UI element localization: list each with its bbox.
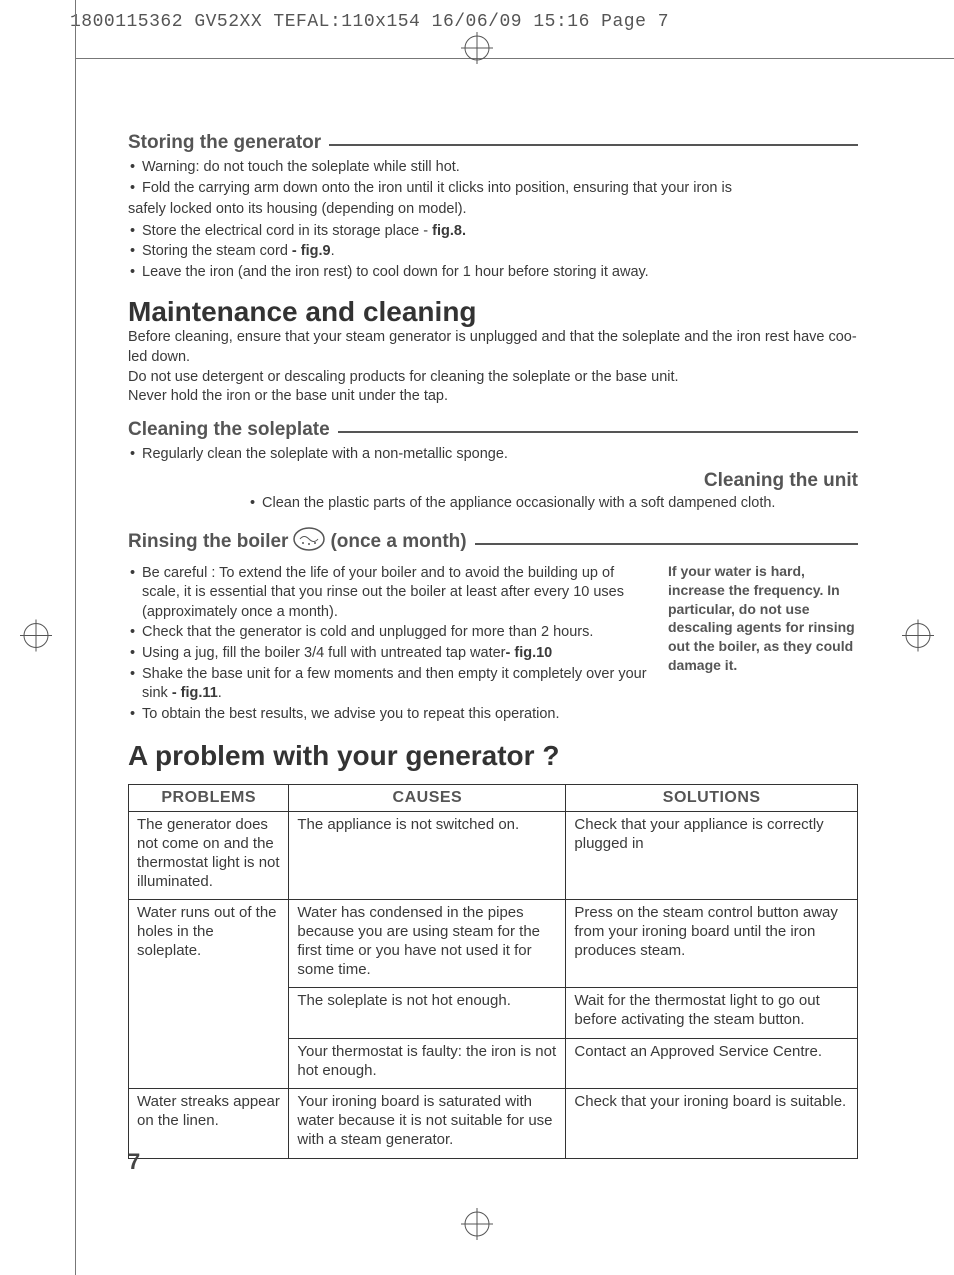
- crop-mark-icon: [20, 619, 52, 656]
- rule-icon: [475, 543, 858, 545]
- text: Check that the generator is cold and unp…: [142, 624, 593, 640]
- table-header-row: PROBLEMS CAUSES SOLUTIONS: [129, 785, 858, 812]
- table-row: Water runs out of the holes in the solep…: [129, 900, 858, 988]
- table-row: Water streaks appear on the linen. Your …: [129, 1089, 858, 1158]
- list-item: Leave the iron (and the iron rest) to co…: [128, 263, 858, 283]
- section-title-rinsing: Rinsing the boiler (once a month): [128, 526, 858, 558]
- list-item: To obtain the best results, we advise yo…: [128, 705, 654, 725]
- section-title-text: Storing the generator: [128, 132, 321, 154]
- text: Clean the plastic parts of the appliance…: [262, 495, 775, 511]
- section-title-unit: Cleaning the unit: [128, 470, 858, 492]
- list-item: Storing the steam cord - fig.9.: [128, 242, 858, 262]
- rinsing-main: Be careful : To extend the life of your …: [128, 562, 654, 727]
- boiler-icon: [292, 526, 326, 558]
- text: Regularly clean the soleplate with a non…: [142, 446, 508, 462]
- rule-icon: [329, 144, 858, 146]
- crop-mark-icon: [461, 1208, 493, 1245]
- text: Using a jug, fill the boiler 3/4 full wi…: [142, 645, 506, 661]
- fig-ref: fig.8.: [432, 223, 466, 239]
- list-item: Using a jug, fill the boiler 3/4 full wi…: [128, 644, 654, 664]
- heading-problem: A problem with your generator ?: [128, 740, 858, 772]
- list-item: Regularly clean the soleplate with a non…: [128, 445, 858, 465]
- section-title-text: Cleaning the soleplate: [128, 419, 330, 441]
- section-title-text: Cleaning the unit: [704, 470, 858, 492]
- trim-line-left: [75, 0, 76, 1275]
- section-title-storing: Storing the generator: [128, 132, 858, 154]
- rinsing-bullets: Be careful : To extend the life of your …: [128, 564, 654, 725]
- text: Fold the carrying arm down onto the iron…: [142, 180, 732, 196]
- section-title-soleplate: Cleaning the soleplate: [128, 419, 858, 441]
- cell-solution: Press on the steam control button away f…: [566, 900, 858, 988]
- cell-problem: Water streaks appear on the linen.: [129, 1089, 289, 1158]
- maint-p2: Do not use detergent or descaling produc…: [128, 368, 858, 388]
- text: Storing the steam cord: [142, 243, 292, 259]
- maint-p3: Never hold the iron or the base unit und…: [128, 387, 858, 407]
- problems-table: PROBLEMS CAUSES SOLUTIONS The generator …: [128, 784, 858, 1158]
- content: Storing the generator Warning: do not to…: [128, 120, 858, 1159]
- print-header: 1800115362 GV52XX TEFAL:110x154 16/06/09…: [70, 12, 669, 32]
- th-causes: CAUSES: [289, 785, 566, 812]
- text: Leave the iron (and the iron rest) to co…: [142, 264, 649, 280]
- cell-solution: Contact an Approved Service Centre.: [566, 1038, 858, 1089]
- list-item: Check that the generator is cold and unp…: [128, 623, 654, 643]
- fig-ref: - fig.11: [172, 685, 218, 701]
- cell-cause: The soleplate is not hot enough.: [289, 988, 566, 1039]
- crop-mark-icon: [902, 619, 934, 656]
- list-item: Shake the base unit for a few moments an…: [128, 665, 654, 704]
- rinsing-sidebar: If your water is hard, increase the freq…: [668, 562, 858, 727]
- text: Shake the base unit for a few moments an…: [142, 666, 647, 702]
- cell-cause: Your thermostat is faulty: the iron is n…: [289, 1038, 566, 1089]
- fig-ref: - fig.10: [506, 645, 553, 661]
- text: Warning: do not touch the soleplate whil…: [142, 159, 460, 175]
- cell-cause: The appliance is not switched on.: [289, 812, 566, 900]
- unit-bullets: Clean the plastic parts of the appliance…: [128, 494, 858, 514]
- cell-solution: Check that your ironing board is suitabl…: [566, 1089, 858, 1158]
- maint-p1: Before cleaning, ensure that your steam …: [128, 328, 858, 367]
- list-item: Be careful : To extend the life of your …: [128, 564, 654, 623]
- page-number: 7: [128, 1149, 140, 1175]
- soleplate-bullets: Regularly clean the soleplate with a non…: [128, 445, 858, 465]
- rule-icon: [338, 431, 858, 433]
- text: To obtain the best results, we advise yo…: [142, 706, 560, 722]
- list-item: Fold the carrying arm down onto the iron…: [128, 179, 858, 199]
- storing-cont: safely locked onto its housing (dependin…: [128, 200, 858, 220]
- cell-problem: Water runs out of the holes in the solep…: [129, 900, 289, 1089]
- rinsing-wrap: Be careful : To extend the life of your …: [128, 562, 858, 727]
- cell-solution: Check that your appliance is correctly p…: [566, 812, 858, 900]
- heading-maintenance: Maintenance and cleaning: [128, 296, 858, 328]
- section-title-text: Rinsing the boiler: [128, 531, 288, 553]
- list-item: Store the electrical cord in its storage…: [128, 222, 858, 242]
- trim-line-top: [75, 58, 954, 59]
- text: Be careful : To extend the life of your …: [142, 565, 624, 620]
- storing-bullets: Warning: do not touch the soleplate whil…: [128, 158, 858, 198]
- fig-ref: - fig.9: [292, 243, 331, 259]
- page: 1800115362 GV52XX TEFAL:110x154 16/06/09…: [0, 0, 954, 1275]
- crop-mark-icon: [461, 32, 493, 69]
- list-item: Warning: do not touch the soleplate whil…: [128, 158, 858, 178]
- storing-bullets-2: Store the electrical cord in its storage…: [128, 222, 858, 283]
- cell-cause: Your ironing board is saturated with wat…: [289, 1089, 566, 1158]
- cell-solution: Wait for the thermostat light to go out …: [566, 988, 858, 1039]
- cell-cause: Water has condensed in the pipes because…: [289, 900, 566, 988]
- list-item: Clean the plastic parts of the appliance…: [248, 494, 858, 514]
- text: Store the electrical cord in its storage…: [142, 223, 432, 239]
- th-solutions: SOLUTIONS: [566, 785, 858, 812]
- table-row: The generator does not come on and the t…: [129, 812, 858, 900]
- section-title-text-2: (once a month): [330, 531, 466, 553]
- th-problems: PROBLEMS: [129, 785, 289, 812]
- cell-problem: The generator does not come on and the t…: [129, 812, 289, 900]
